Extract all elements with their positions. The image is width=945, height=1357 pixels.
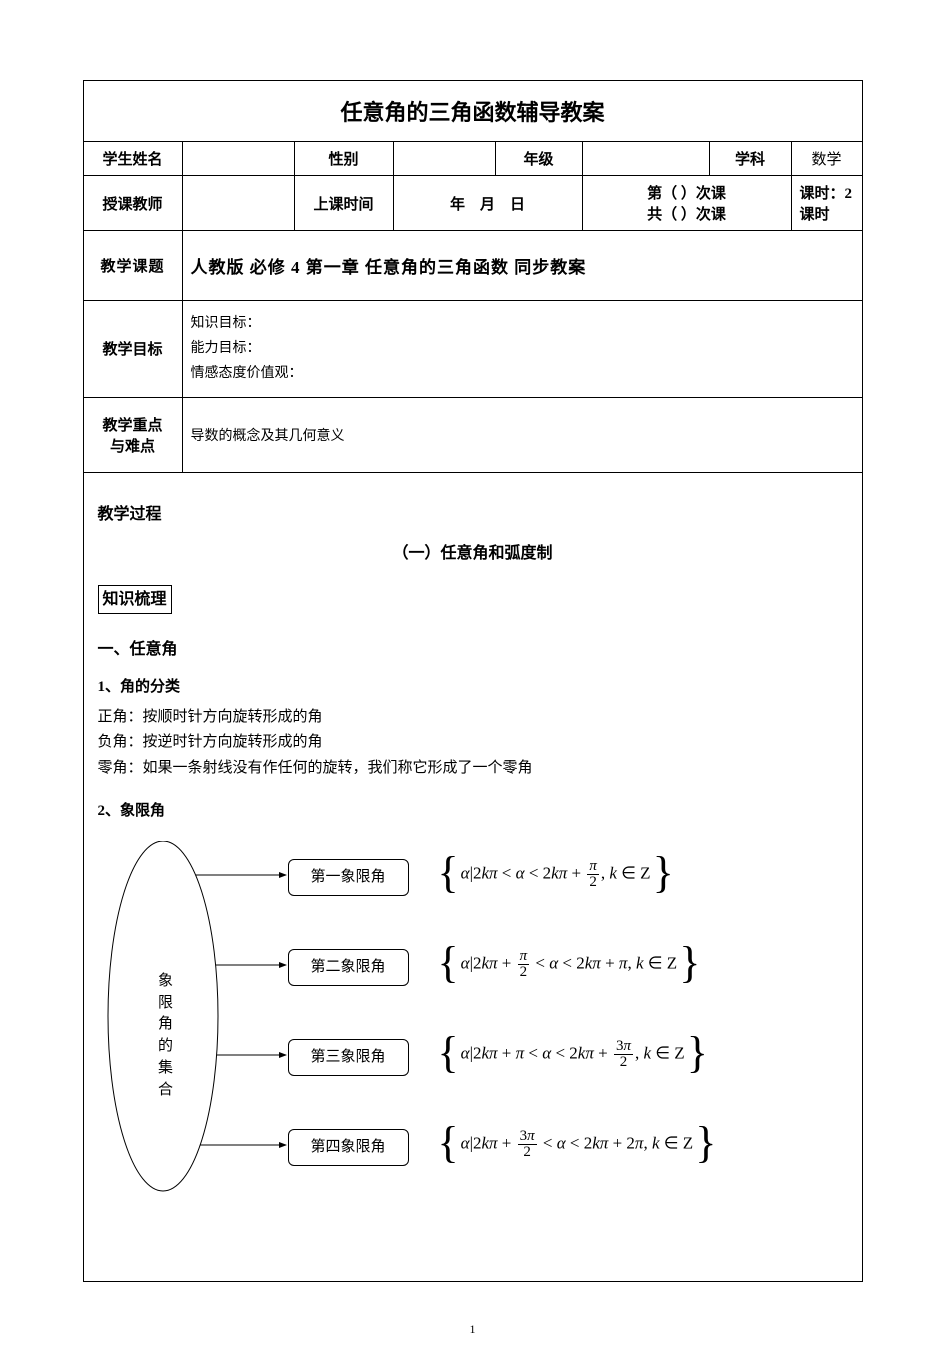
session-value: 第（ ）次课 共（ ）次课 xyxy=(582,176,791,231)
quadrant-box-3: 第三象限角 xyxy=(288,1039,409,1077)
gender-label: 性别 xyxy=(294,142,393,176)
subheading-quadrant: 2、象限角 xyxy=(98,799,848,825)
topic-label: 教学课题 xyxy=(83,231,182,301)
subheading-classification: 1、角的分类 xyxy=(98,675,848,701)
quadrant-diagram: 象限角的集合 第一象限角 {α|2kπ < α < 2kπ + π2, k ∈ Z}… xyxy=(98,841,828,1241)
points-label: 教学重点 与难点 xyxy=(83,397,182,472)
lesson-plan-page: 任意角的三角函数辅导教案 学生姓名 性别 年级 学科 数学 授课教师 上课时间 … xyxy=(83,80,863,1357)
time-label: 上课时间 xyxy=(294,176,393,231)
grade-label: 年级 xyxy=(495,142,582,176)
quadrant-box-1: 第一象限角 xyxy=(288,859,409,897)
points-value: 导数的概念及其几何意义 xyxy=(182,397,862,472)
quadrant-formula-4: {α|2kπ + 3π2 < α < 2kπ + 2π, k ∈ Z} xyxy=(438,1123,717,1167)
points-row: 教学重点 与难点 导数的概念及其几何意义 xyxy=(83,397,862,472)
goal-line-2: 能力目标： xyxy=(191,336,854,361)
subject-value: 数学 xyxy=(791,142,862,176)
gender-value xyxy=(393,142,495,176)
topic-value: 人教版 必修 4 第一章 任意角的三角函数 同步教案 xyxy=(182,231,862,301)
goals-value: 知识目标： 能力目标： 情感态度价值观： xyxy=(182,301,862,398)
date-value: 年 月 日 xyxy=(393,176,582,231)
teacher-value xyxy=(182,176,294,231)
quadrant-formula-1: {α|2kπ < α < 2kπ + π2, k ∈ Z} xyxy=(438,853,674,897)
goals-row: 教学目标 知识目标： 能力目标： 情感态度价值观： xyxy=(83,301,862,398)
negative-angle-def: 负角：按逆时针方向旋转形成的角 xyxy=(98,730,848,756)
quadrant-box-4: 第四象限角 xyxy=(288,1129,409,1167)
student-name-label: 学生姓名 xyxy=(83,142,182,176)
quadrant-formula-3: {α|2kπ + π < α < 2kπ + 3π2, k ∈ Z} xyxy=(438,1033,708,1077)
content-cell: 教学过程 （一）任意角和弧度制 知识梳理 一、任意角 1、角的分类 正角：按顺时… xyxy=(83,472,862,1281)
teacher-label: 授课教师 xyxy=(83,176,182,231)
info-row-1: 学生姓名 性别 年级 学科 数学 xyxy=(83,142,862,176)
points-label-l1: 教学重点 xyxy=(88,414,178,435)
page-number: 1 xyxy=(83,1322,863,1357)
ellipse-label: 象限角的集合 xyxy=(156,971,176,1102)
heading-arbitrary-angle: 一、任意角 xyxy=(98,636,848,663)
positive-angle-def: 正角：按顺时针方向旋转形成的角 xyxy=(98,705,848,731)
header-table: 任意角的三角函数辅导教案 学生姓名 性别 年级 学科 数学 授课教师 上课时间 … xyxy=(83,80,863,1282)
knowledge-box: 知识梳理 xyxy=(98,585,172,614)
hours-value: 课时：2 课时 xyxy=(791,176,862,231)
page-title: 任意角的三角函数辅导教案 xyxy=(83,81,862,142)
zero-angle-def: 零角：如果一条射线没有作任何的旋转，我们称它形成了一个零角 xyxy=(98,756,848,782)
goals-label: 教学目标 xyxy=(83,301,182,398)
grade-value xyxy=(582,142,709,176)
info-row-2: 授课教师 上课时间 年 月 日 第（ ）次课 共（ ）次课 课时：2 课时 xyxy=(83,176,862,231)
process-heading: 教学过程 xyxy=(98,501,848,528)
subject-label: 学科 xyxy=(709,142,791,176)
goal-line-3: 情感态度价值观： xyxy=(191,361,854,386)
quadrant-formula-2: {α|2kπ + π2 < α < 2kπ + π, k ∈ Z} xyxy=(438,943,701,987)
goal-line-1: 知识目标： xyxy=(191,311,854,336)
student-name-value xyxy=(182,142,294,176)
topic-row: 教学课题 人教版 必修 4 第一章 任意角的三角函数 同步教案 xyxy=(83,231,862,301)
content-row: 教学过程 （一）任意角和弧度制 知识梳理 一、任意角 1、角的分类 正角：按顺时… xyxy=(83,472,862,1281)
process-subtitle: （一）任意角和弧度制 xyxy=(98,540,848,567)
quadrant-box-2: 第二象限角 xyxy=(288,949,409,987)
points-label-l2: 与难点 xyxy=(88,435,178,456)
